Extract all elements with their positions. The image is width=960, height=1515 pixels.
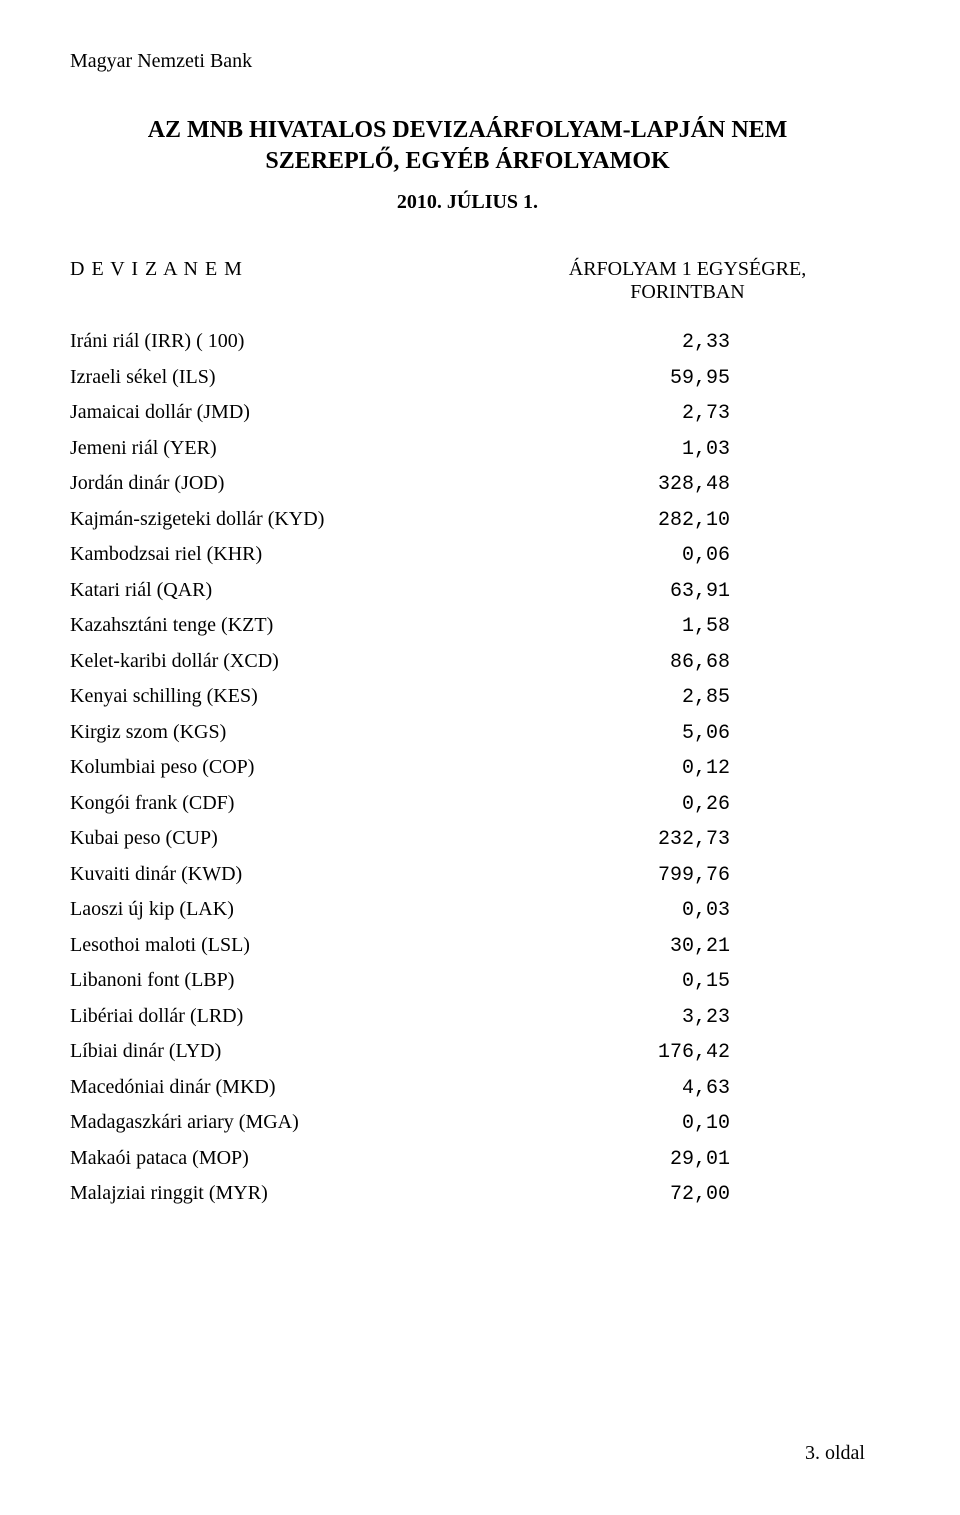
table-row: Kuvaiti dinár (KWD)799,76 [70,863,865,887]
currency-name: Libériai dollár (LRD) [70,1005,500,1028]
currency-name: Kelet-karibi dollár (XCD) [70,650,500,673]
currency-value: 3,23 [500,1006,730,1029]
currency-value: 0,12 [500,757,730,780]
currency-value: 30,21 [500,935,730,958]
currency-value: 232,73 [500,828,730,851]
currency-name: Kongói frank (CDF) [70,792,500,815]
table-row: Kirgiz szom (KGS)5,06 [70,721,865,745]
currency-name: Malajziai ringgit (MYR) [70,1182,500,1205]
table-row: Kajmán-szigeteki dollár (KYD)282,10 [70,508,865,532]
currency-value: 1,58 [500,615,730,638]
currency-name: Kajmán-szigeteki dollár (KYD) [70,508,500,531]
table-row: Libériai dollár (LRD)3,23 [70,1005,865,1029]
page-number: 3. oldal [805,1442,865,1465]
currency-name: Kirgiz szom (KGS) [70,721,500,744]
table-row: Jordán dinár (JOD)328,48 [70,472,865,496]
table-row: Kazahsztáni tenge (KZT)1,58 [70,614,865,638]
table-row: Lesothoi maloti (LSL)30,21 [70,934,865,958]
currency-name: Laoszi új kip (LAK) [70,898,500,921]
table-row: Kongói frank (CDF)0,26 [70,792,865,816]
currency-name: Kuvaiti dinár (KWD) [70,863,500,886]
table-row: Malajziai ringgit (MYR)72,00 [70,1182,865,1206]
currency-name: Jamaicai dollár (JMD) [70,401,500,424]
currency-value: 0,15 [500,970,730,993]
currency-value: 799,76 [500,864,730,887]
currency-value: 29,01 [500,1148,730,1171]
table-row: Madagaszkári ariary (MGA)0,10 [70,1111,865,1135]
currency-value: 2,85 [500,686,730,709]
currency-value: 328,48 [500,473,730,496]
currency-value: 2,73 [500,402,730,425]
exchange-rate-table: Iráni riál (IRR) ( 100)2,33Izraeli sékel… [70,330,865,1206]
table-row: Libanoni font (LBP)0,15 [70,969,865,993]
currency-value: 0,10 [500,1112,730,1135]
table-row: Makaói pataca (MOP)29,01 [70,1147,865,1171]
currency-name: Kubai peso (CUP) [70,827,500,850]
table-row: Kolumbiai peso (COP)0,12 [70,756,865,780]
table-row: Kubai peso (CUP)232,73 [70,827,865,851]
currency-value: 63,91 [500,580,730,603]
currency-name: Makaói pataca (MOP) [70,1147,500,1170]
currency-value: 1,03 [500,438,730,461]
currency-name: Libanoni font (LBP) [70,969,500,992]
table-row: Jemeni riál (YER)1,03 [70,437,865,461]
currency-value: 5,06 [500,722,730,745]
currency-name: Katari riál (QAR) [70,579,500,602]
currency-name: Kolumbiai peso (COP) [70,756,500,779]
document-date: 2010. JÚLIUS 1. [70,191,865,214]
currency-value: 72,00 [500,1183,730,1206]
table-row: Kelet-karibi dollár (XCD)86,68 [70,650,865,674]
currency-name: Madagaszkári ariary (MGA) [70,1111,500,1134]
currency-value: 4,63 [500,1077,730,1100]
currency-name: Jemeni riál (YER) [70,437,500,460]
currency-value: 176,42 [500,1041,730,1064]
table-row: Kenyai schilling (KES)2,85 [70,685,865,709]
currency-name: Jordán dinár (JOD) [70,472,500,495]
title-line-2: SZEREPLŐ, EGYÉB ÁRFOLYAMOK [70,146,865,177]
column-header-currency: D E V I Z A N E M [70,258,500,304]
currency-value: 282,10 [500,509,730,532]
currency-name: Iráni riál (IRR) ( 100) [70,330,500,353]
table-row: Líbiai dinár (LYD)176,42 [70,1040,865,1064]
table-row: Macedóniai dinár (MKD)4,63 [70,1076,865,1100]
title-block: AZ MNB HIVATALOS DEVIZAÁRFOLYAM-LAPJÁN N… [70,115,865,177]
column-header-rate: ÁRFOLYAM 1 EGYSÉGRE, FORINTBAN [500,258,865,304]
currency-name: Kenyai schilling (KES) [70,685,500,708]
currency-name: Lesothoi maloti (LSL) [70,934,500,957]
table-row: Kambodzsai riel (KHR)0,06 [70,543,865,567]
currency-value: 86,68 [500,651,730,674]
table-row: Izraeli sékel (ILS)59,95 [70,366,865,390]
table-row: Laoszi új kip (LAK)0,03 [70,898,865,922]
currency-value: 0,03 [500,899,730,922]
currency-name: Kambodzsai riel (KHR) [70,543,500,566]
org-name: Magyar Nemzeti Bank [70,50,865,73]
currency-name: Macedóniai dinár (MKD) [70,1076,500,1099]
table-header-row: D E V I Z A N E M ÁRFOLYAM 1 EGYSÉGRE, F… [70,258,865,304]
currency-value: 2,33 [500,331,730,354]
currency-name: Izraeli sékel (ILS) [70,366,500,389]
currency-value: 0,06 [500,544,730,567]
table-row: Iráni riál (IRR) ( 100)2,33 [70,330,865,354]
currency-value: 0,26 [500,793,730,816]
table-row: Jamaicai dollár (JMD)2,73 [70,401,865,425]
table-row: Katari riál (QAR)63,91 [70,579,865,603]
currency-name: Líbiai dinár (LYD) [70,1040,500,1063]
currency-name: Kazahsztáni tenge (KZT) [70,614,500,637]
currency-value: 59,95 [500,367,730,390]
title-line-1: AZ MNB HIVATALOS DEVIZAÁRFOLYAM-LAPJÁN N… [70,115,865,146]
